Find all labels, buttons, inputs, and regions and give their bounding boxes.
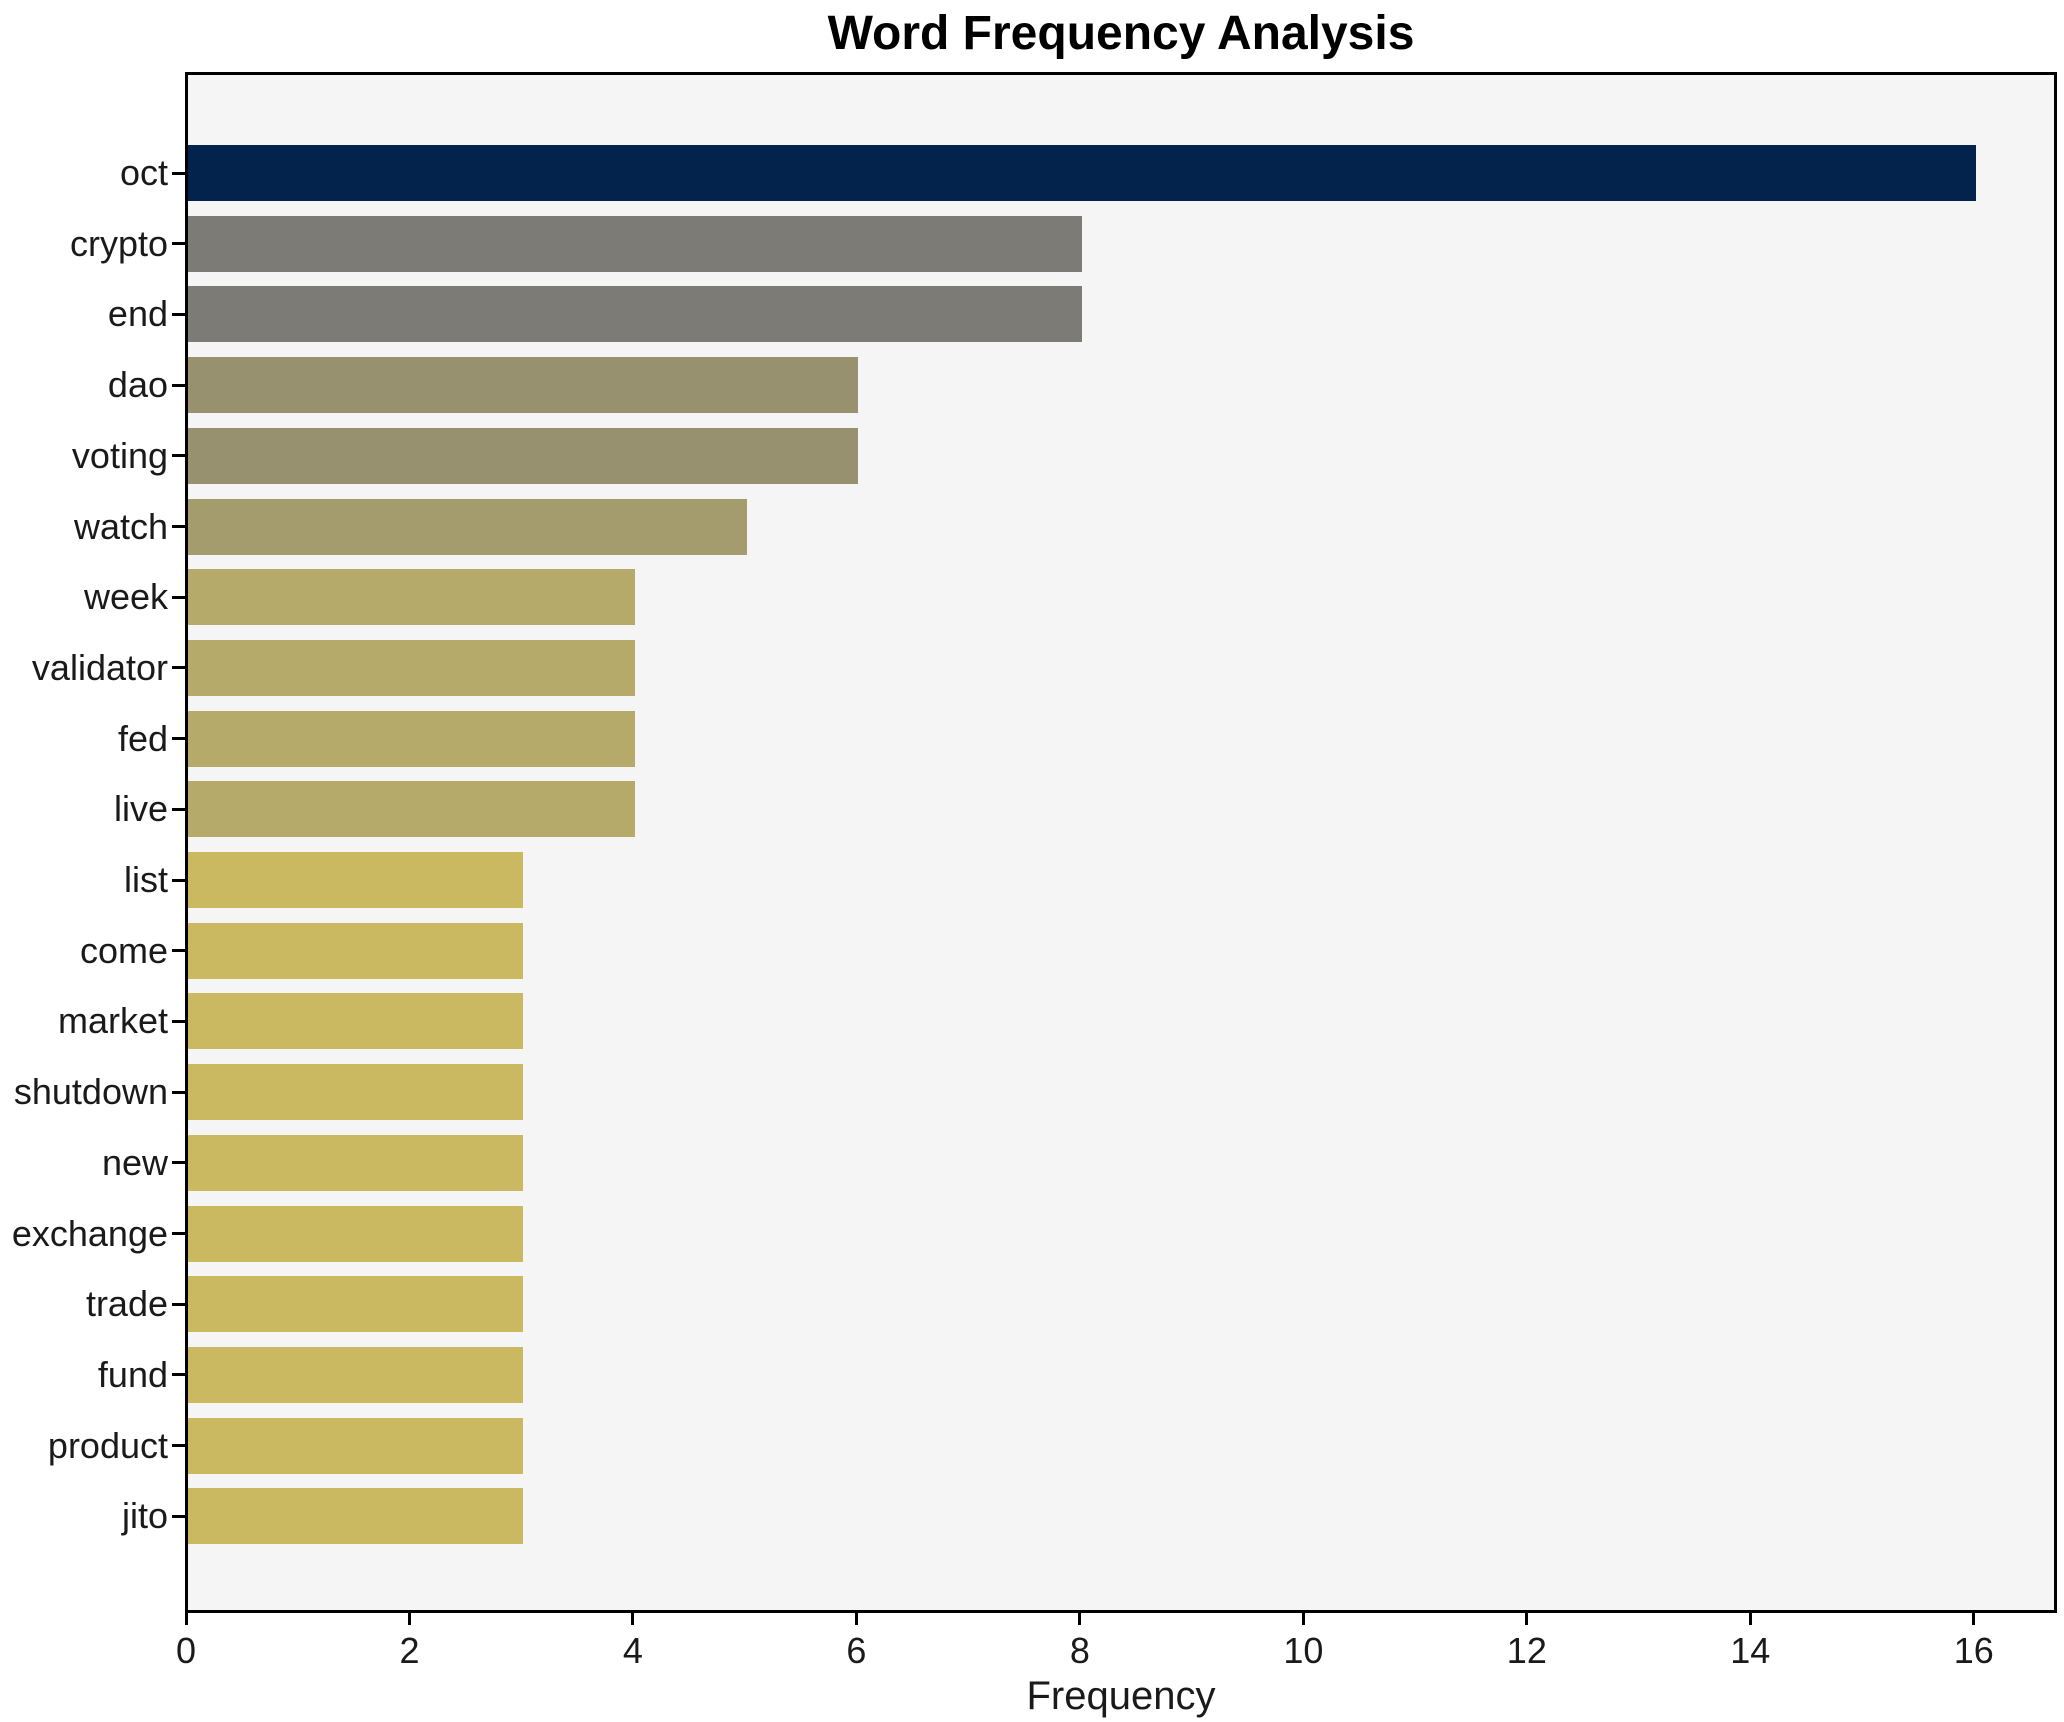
y-tick-trade — [172, 1302, 185, 1306]
y-tick-label-new: new — [101, 1141, 168, 1183]
x-tick-8 — [1078, 1613, 1082, 1625]
bar-voting — [188, 427, 859, 484]
x-tick-label-4: 4 — [622, 1630, 643, 1671]
x-axis-label: Frequency — [1026, 1674, 1216, 1718]
y-tick-label-shutdown: shutdown — [13, 1071, 168, 1113]
y-tick-oct — [172, 171, 185, 175]
y-tick-label-fund: fund — [97, 1353, 168, 1395]
y-tick-voting — [172, 454, 185, 458]
x-tick-4 — [631, 1613, 635, 1625]
y-tick-label-jito: jito — [121, 1495, 168, 1537]
x-tick-0 — [184, 1613, 188, 1625]
x-tick-12 — [1525, 1613, 1529, 1625]
y-tick-label-week: week — [83, 576, 168, 618]
bar-fed — [188, 710, 635, 767]
plot-area — [185, 72, 2057, 1613]
x-tick-6 — [854, 1613, 858, 1625]
y-tick-end — [172, 312, 185, 316]
y-tick-label-watch: watch — [73, 505, 168, 547]
bar-validator — [188, 639, 635, 696]
bar-crypto — [188, 215, 1082, 272]
x-tick-10 — [1301, 1613, 1305, 1625]
bar-dao — [188, 357, 859, 414]
bar-live — [188, 781, 635, 838]
y-tick-list — [172, 878, 185, 882]
bar-oct — [188, 145, 1976, 201]
y-tick-label-validator: validator — [31, 646, 168, 688]
bar-trade — [188, 1276, 524, 1333]
y-tick-label-dao: dao — [107, 364, 168, 406]
y-tick-label-come: come — [79, 929, 168, 971]
bar-product — [188, 1417, 524, 1474]
y-tick-label-exchange: exchange — [11, 1212, 168, 1254]
y-tick-label-fed: fed — [117, 717, 168, 759]
y-tick-week — [172, 595, 185, 599]
y-tick-label-oct: oct — [119, 152, 168, 193]
y-tick-label-product: product — [47, 1424, 168, 1466]
y-tick-label-live: live — [113, 788, 168, 830]
y-tick-validator — [172, 666, 185, 670]
y-tick-product — [172, 1444, 185, 1448]
y-tick-exchange — [172, 1232, 185, 1235]
chart-title: Word Frequency Analysis — [827, 7, 1415, 60]
x-tick-label-6: 6 — [846, 1630, 867, 1671]
x-tick-16 — [1972, 1613, 1976, 1625]
y-tick-crypto — [172, 242, 185, 246]
x-tick-label-8: 8 — [1069, 1630, 1090, 1671]
x-tick-14 — [1748, 1613, 1752, 1625]
bar-end — [188, 286, 1082, 343]
y-tick-label-market: market — [57, 1000, 168, 1042]
y-tick-label-trade: trade — [85, 1283, 168, 1325]
x-tick-label-10: 10 — [1283, 1630, 1324, 1671]
y-tick-jito — [172, 1514, 185, 1518]
bar-new — [188, 1134, 524, 1191]
x-tick-label-14: 14 — [1730, 1630, 1771, 1671]
y-tick-fed — [172, 737, 185, 741]
bar-exchange — [188, 1205, 524, 1262]
y-tick-come — [172, 949, 185, 953]
y-tick-label-crypto: crypto — [69, 222, 168, 264]
y-tick-fund — [172, 1373, 185, 1377]
x-tick-2 — [407, 1613, 411, 1625]
bar-list — [188, 852, 524, 908]
y-tick-label-list: list — [124, 859, 168, 900]
bar-jito — [188, 1488, 524, 1545]
y-tick-label-voting: voting — [71, 434, 168, 476]
y-tick-market — [172, 1019, 185, 1023]
y-tick-watch — [172, 525, 185, 528]
bar-watch — [188, 498, 747, 555]
bar-week — [188, 569, 635, 626]
bar-come — [188, 922, 524, 979]
y-tick-new — [172, 1161, 185, 1165]
bar-shutdown — [188, 1064, 524, 1121]
y-tick-dao — [172, 383, 185, 387]
y-tick-live — [172, 807, 185, 811]
x-tick-label-0: 0 — [175, 1630, 197, 1671]
bar-market — [188, 993, 524, 1050]
bar-fund — [188, 1346, 524, 1403]
y-tick-shutdown — [172, 1090, 185, 1094]
y-tick-label-end: end — [107, 293, 168, 335]
x-tick-label-16: 16 — [1953, 1630, 1994, 1671]
x-tick-label-2: 2 — [399, 1630, 420, 1671]
x-tick-label-12: 12 — [1506, 1630, 1547, 1671]
